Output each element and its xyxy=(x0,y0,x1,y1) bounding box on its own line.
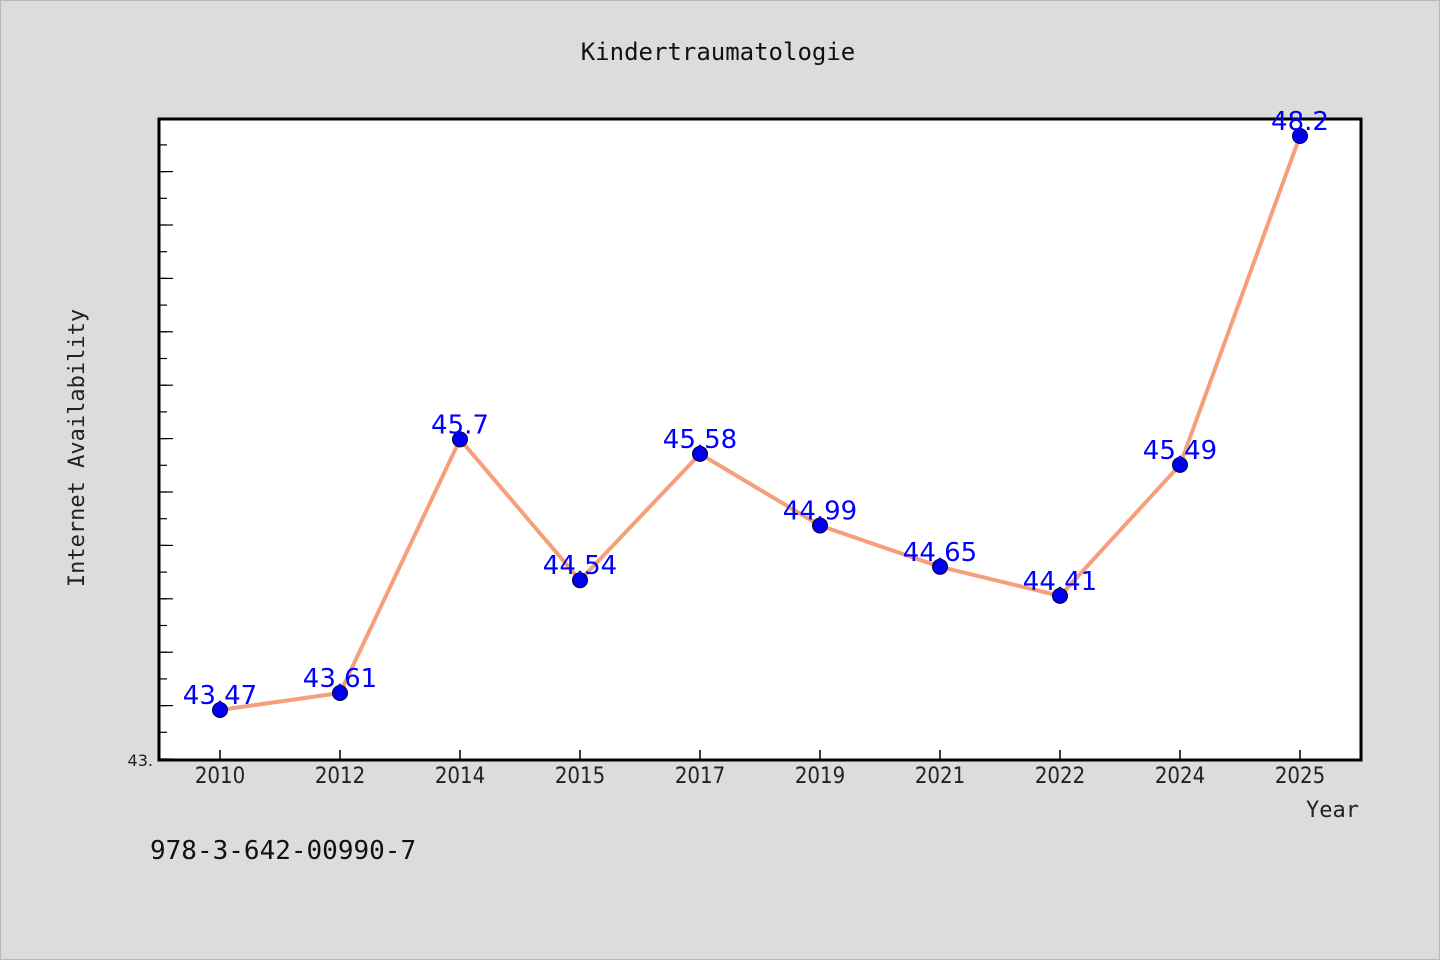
data-point xyxy=(1052,587,1068,604)
y-axis-ticks xyxy=(159,144,173,760)
series-line xyxy=(219,135,1302,712)
data-label: 45.49 xyxy=(1143,436,1217,466)
data-point xyxy=(332,685,348,701)
series-temperature-line: 43.47 43.61 45.7 44.54 45.58 44.99 44.65 44.41 4… xyxy=(183,107,1329,718)
x-tick-label: 2015 xyxy=(555,764,605,789)
data-point xyxy=(932,558,948,575)
data-point xyxy=(692,445,708,462)
y-axis-label: Internet Availability xyxy=(65,309,90,587)
x-tick-label: 2019 xyxy=(795,764,845,789)
data-label: 43.47 xyxy=(183,681,257,711)
data-point xyxy=(572,572,588,589)
isbn-label: 978-3-642-00990-7 xyxy=(150,836,417,866)
data-label: 45.7 xyxy=(431,410,489,440)
data-point xyxy=(1172,456,1188,473)
data-label: 44.41 xyxy=(1023,567,1097,597)
x-axis-label: Year xyxy=(1306,798,1359,823)
x-tick-label: 2012 xyxy=(315,764,365,789)
data-label: 44.65 xyxy=(903,538,977,568)
x-tick-label: 2017 xyxy=(675,764,725,789)
data-label: 43.61 xyxy=(303,664,377,694)
data-point xyxy=(1292,128,1308,144)
x-tick-label: 2014 xyxy=(435,764,485,789)
x-tick-label: 2022 xyxy=(1035,764,1085,789)
x-tick-label: 2010 xyxy=(195,764,245,789)
x-tick-label: 2021 xyxy=(915,764,965,789)
data-point xyxy=(452,431,468,448)
x-tick-label: 2024 xyxy=(1155,764,1205,789)
data-point xyxy=(812,517,828,534)
x-tick-label: 2025 xyxy=(1275,764,1325,789)
y-tick-label: 43. xyxy=(128,751,153,770)
data-point xyxy=(212,702,228,718)
data-label: 45.58 xyxy=(663,425,737,455)
data-label: 44.54 xyxy=(543,551,617,581)
data-label: 48.2 xyxy=(1271,107,1329,137)
chart-title: Kindertraumatologie xyxy=(581,38,856,66)
x-axis-ticks: 2010 2012 2014 2015 2017 2019 2021 2022 2024 2025 xyxy=(195,750,1325,789)
data-label: 44.99 xyxy=(783,497,857,527)
